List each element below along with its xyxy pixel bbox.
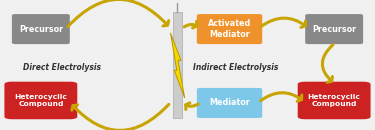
Polygon shape (171, 33, 185, 98)
Text: Direct Electrolysis: Direct Electrolysis (23, 63, 101, 72)
FancyBboxPatch shape (298, 82, 370, 119)
FancyBboxPatch shape (4, 82, 77, 119)
FancyBboxPatch shape (305, 14, 363, 44)
Text: Precursor: Precursor (312, 25, 356, 34)
Text: Activated
Mediator: Activated Mediator (208, 19, 251, 39)
Text: Heterocyclic
Compound: Heterocyclic Compound (14, 94, 67, 107)
FancyBboxPatch shape (172, 12, 182, 118)
FancyBboxPatch shape (12, 14, 70, 44)
FancyBboxPatch shape (197, 14, 262, 44)
Text: Mediator: Mediator (209, 98, 250, 108)
Text: Indirect Electrolysis: Indirect Electrolysis (193, 63, 279, 72)
Text: Precursor: Precursor (19, 25, 63, 34)
Text: Heterocyclic
Compound: Heterocyclic Compound (308, 94, 361, 107)
FancyBboxPatch shape (197, 88, 262, 118)
